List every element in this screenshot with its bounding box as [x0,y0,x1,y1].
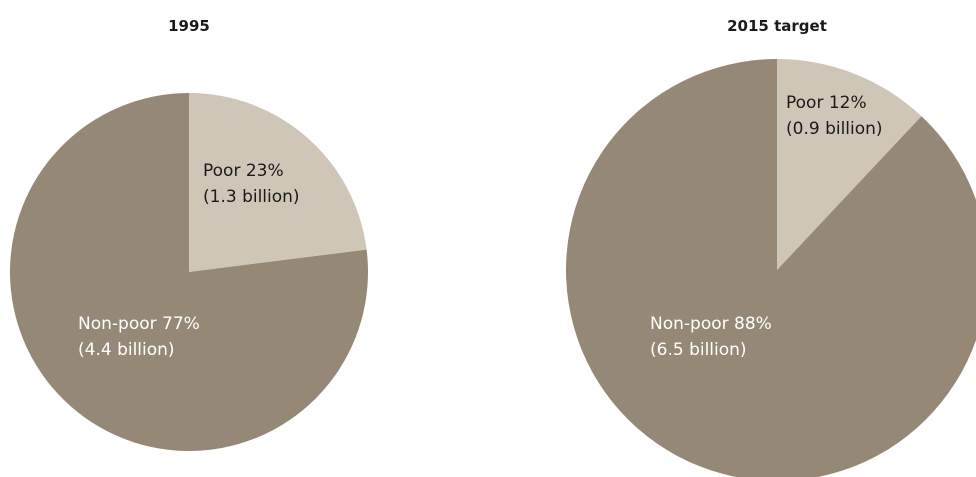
pie-chart-1995: 1995 Poor 23% (1.3 billion)Non-poor 77% (4… [10,17,368,451]
pie-slice-poor-1995 [189,93,367,272]
pie-chart-2015-target: 2015 target Poor 12% (0.9 billion)Non-poo… [566,17,976,477]
chart-title-2015-target: 2015 target [727,17,827,35]
pie-1995-slices: Poor 23% (1.3 billion)Non-poor 77% (4.4 bi… [10,93,368,451]
pie-2015-target-slices: Poor 12% (0.9 billion)Non-poor 88% (6.5 bi… [566,59,976,477]
chart-title-1995: 1995 [168,17,210,35]
